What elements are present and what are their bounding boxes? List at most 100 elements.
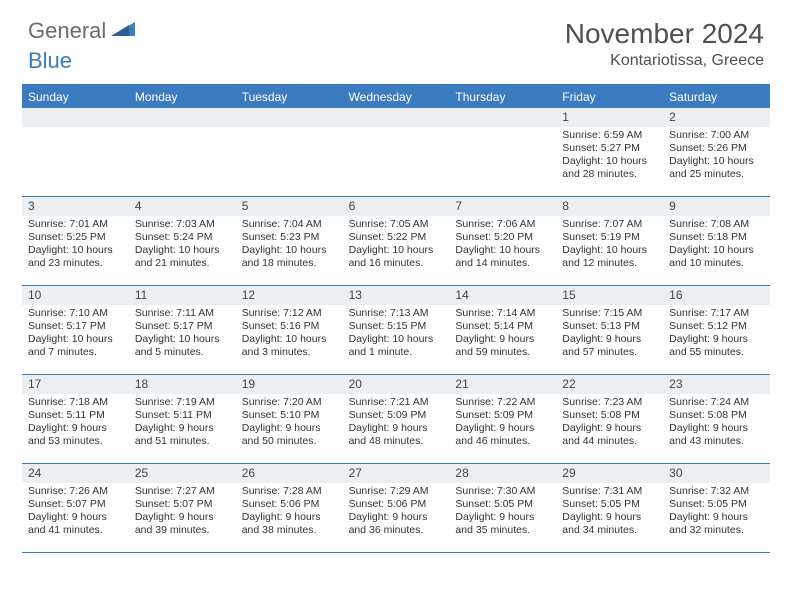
week-row: 24Sunrise: 7:26 AMSunset: 5:07 PMDayligh…: [22, 464, 770, 553]
day-cell: 21Sunrise: 7:22 AMSunset: 5:09 PMDayligh…: [449, 375, 556, 463]
sunrise-line: Sunrise: 7:11 AM: [135, 307, 230, 320]
day-body: Sunrise: 7:26 AMSunset: 5:07 PMDaylight:…: [22, 483, 129, 542]
day-number: 18: [129, 375, 236, 394]
day-cell: 27Sunrise: 7:29 AMSunset: 5:06 PMDayligh…: [343, 464, 450, 552]
day-number: 20: [343, 375, 450, 394]
day-cell: 5Sunrise: 7:04 AMSunset: 5:23 PMDaylight…: [236, 197, 343, 285]
day-body: Sunrise: 7:23 AMSunset: 5:08 PMDaylight:…: [556, 394, 663, 453]
sunrise-line: Sunrise: 7:03 AM: [135, 218, 230, 231]
dow-cell: Friday: [556, 86, 663, 108]
daylight-line: Daylight: 9 hours and 43 minutes.: [669, 422, 764, 448]
day-cell: 29Sunrise: 7:31 AMSunset: 5:05 PMDayligh…: [556, 464, 663, 552]
day-cell: 20Sunrise: 7:21 AMSunset: 5:09 PMDayligh…: [343, 375, 450, 463]
daylight-line: Daylight: 9 hours and 51 minutes.: [135, 422, 230, 448]
sunrise-line: Sunrise: 7:08 AM: [669, 218, 764, 231]
daylight-line: Daylight: 9 hours and 57 minutes.: [562, 333, 657, 359]
day-cell: 15Sunrise: 7:15 AMSunset: 5:13 PMDayligh…: [556, 286, 663, 374]
daylight-line: Daylight: 10 hours and 3 minutes.: [242, 333, 337, 359]
sunrise-line: Sunrise: 7:20 AM: [242, 396, 337, 409]
sunset-line: Sunset: 5:13 PM: [562, 320, 657, 333]
day-cell: 28Sunrise: 7:30 AMSunset: 5:05 PMDayligh…: [449, 464, 556, 552]
day-cell: 10Sunrise: 7:10 AMSunset: 5:17 PMDayligh…: [22, 286, 129, 374]
day-body: Sunrise: 7:13 AMSunset: 5:15 PMDaylight:…: [343, 305, 450, 364]
day-number: 30: [663, 464, 770, 483]
daylight-line: Daylight: 10 hours and 25 minutes.: [669, 155, 764, 181]
day-cell: 4Sunrise: 7:03 AMSunset: 5:24 PMDaylight…: [129, 197, 236, 285]
day-number: 19: [236, 375, 343, 394]
calendar: SundayMondayTuesdayWednesdayThursdayFrid…: [22, 84, 770, 553]
logo-text-blue-wrap: Blue: [28, 48, 72, 74]
day-cell: [343, 108, 450, 196]
day-body: Sunrise: 7:28 AMSunset: 5:06 PMDaylight:…: [236, 483, 343, 542]
daylight-line: Daylight: 10 hours and 12 minutes.: [562, 244, 657, 270]
sunset-line: Sunset: 5:12 PM: [669, 320, 764, 333]
day-cell: 25Sunrise: 7:27 AMSunset: 5:07 PMDayligh…: [129, 464, 236, 552]
sunset-line: Sunset: 5:14 PM: [455, 320, 550, 333]
day-body: Sunrise: 7:18 AMSunset: 5:11 PMDaylight:…: [22, 394, 129, 453]
day-number: 26: [236, 464, 343, 483]
sunrise-line: Sunrise: 7:17 AM: [669, 307, 764, 320]
daylight-line: Daylight: 10 hours and 7 minutes.: [28, 333, 123, 359]
daylight-line: Daylight: 10 hours and 18 minutes.: [242, 244, 337, 270]
sunrise-line: Sunrise: 6:59 AM: [562, 129, 657, 142]
dow-cell: Saturday: [663, 86, 770, 108]
logo-triangle-icon: [111, 20, 135, 41]
daylight-line: Daylight: 10 hours and 10 minutes.: [669, 244, 764, 270]
day-cell: 22Sunrise: 7:23 AMSunset: 5:08 PMDayligh…: [556, 375, 663, 463]
logo: General: [28, 18, 137, 44]
sunrise-line: Sunrise: 7:10 AM: [28, 307, 123, 320]
day-cell: 9Sunrise: 7:08 AMSunset: 5:18 PMDaylight…: [663, 197, 770, 285]
day-cell: 18Sunrise: 7:19 AMSunset: 5:11 PMDayligh…: [129, 375, 236, 463]
day-number: 12: [236, 286, 343, 305]
day-cell: 1Sunrise: 6:59 AMSunset: 5:27 PMDaylight…: [556, 108, 663, 196]
day-body: Sunrise: 7:31 AMSunset: 5:05 PMDaylight:…: [556, 483, 663, 542]
dow-cell: Thursday: [449, 86, 556, 108]
day-number: 29: [556, 464, 663, 483]
sunset-line: Sunset: 5:24 PM: [135, 231, 230, 244]
sunset-line: Sunset: 5:17 PM: [28, 320, 123, 333]
sunset-line: Sunset: 5:05 PM: [455, 498, 550, 511]
title-block: November 2024 Kontariotissa, Greece: [565, 18, 764, 70]
day-cell: 13Sunrise: 7:13 AMSunset: 5:15 PMDayligh…: [343, 286, 450, 374]
day-number: 6: [343, 197, 450, 216]
day-body: Sunrise: 6:59 AMSunset: 5:27 PMDaylight:…: [556, 127, 663, 186]
day-body: Sunrise: 7:15 AMSunset: 5:13 PMDaylight:…: [556, 305, 663, 364]
day-body: Sunrise: 7:21 AMSunset: 5:09 PMDaylight:…: [343, 394, 450, 453]
sunrise-line: Sunrise: 7:18 AM: [28, 396, 123, 409]
day-body: Sunrise: 7:12 AMSunset: 5:16 PMDaylight:…: [236, 305, 343, 364]
daylight-line: Daylight: 10 hours and 23 minutes.: [28, 244, 123, 270]
sunset-line: Sunset: 5:20 PM: [455, 231, 550, 244]
day-body: Sunrise: 7:22 AMSunset: 5:09 PMDaylight:…: [449, 394, 556, 453]
daylight-line: Daylight: 9 hours and 48 minutes.: [349, 422, 444, 448]
day-cell: 26Sunrise: 7:28 AMSunset: 5:06 PMDayligh…: [236, 464, 343, 552]
location-label: Kontariotissa, Greece: [565, 52, 764, 70]
day-body: Sunrise: 7:17 AMSunset: 5:12 PMDaylight:…: [663, 305, 770, 364]
day-number: 4: [129, 197, 236, 216]
sunset-line: Sunset: 5:16 PM: [242, 320, 337, 333]
sunrise-line: Sunrise: 7:30 AM: [455, 485, 550, 498]
day-number: 16: [663, 286, 770, 305]
day-number: 5: [236, 197, 343, 216]
sunrise-line: Sunrise: 7:06 AM: [455, 218, 550, 231]
day-body: Sunrise: 7:03 AMSunset: 5:24 PMDaylight:…: [129, 216, 236, 275]
sunset-line: Sunset: 5:15 PM: [349, 320, 444, 333]
week-row: 10Sunrise: 7:10 AMSunset: 5:17 PMDayligh…: [22, 286, 770, 375]
day-number: [129, 108, 236, 127]
sunrise-line: Sunrise: 7:00 AM: [669, 129, 764, 142]
day-number: 8: [556, 197, 663, 216]
day-number: 21: [449, 375, 556, 394]
sunrise-line: Sunrise: 7:19 AM: [135, 396, 230, 409]
day-cell: 14Sunrise: 7:14 AMSunset: 5:14 PMDayligh…: [449, 286, 556, 374]
day-number: 13: [343, 286, 450, 305]
sunrise-line: Sunrise: 7:31 AM: [562, 485, 657, 498]
day-body: Sunrise: 7:06 AMSunset: 5:20 PMDaylight:…: [449, 216, 556, 275]
daylight-line: Daylight: 9 hours and 32 minutes.: [669, 511, 764, 537]
sunrise-line: Sunrise: 7:24 AM: [669, 396, 764, 409]
day-cell: 2Sunrise: 7:00 AMSunset: 5:26 PMDaylight…: [663, 108, 770, 196]
sunset-line: Sunset: 5:05 PM: [562, 498, 657, 511]
sunset-line: Sunset: 5:26 PM: [669, 142, 764, 155]
day-body: Sunrise: 7:10 AMSunset: 5:17 PMDaylight:…: [22, 305, 129, 364]
daylight-line: Daylight: 9 hours and 55 minutes.: [669, 333, 764, 359]
sunset-line: Sunset: 5:23 PM: [242, 231, 337, 244]
day-cell: 16Sunrise: 7:17 AMSunset: 5:12 PMDayligh…: [663, 286, 770, 374]
